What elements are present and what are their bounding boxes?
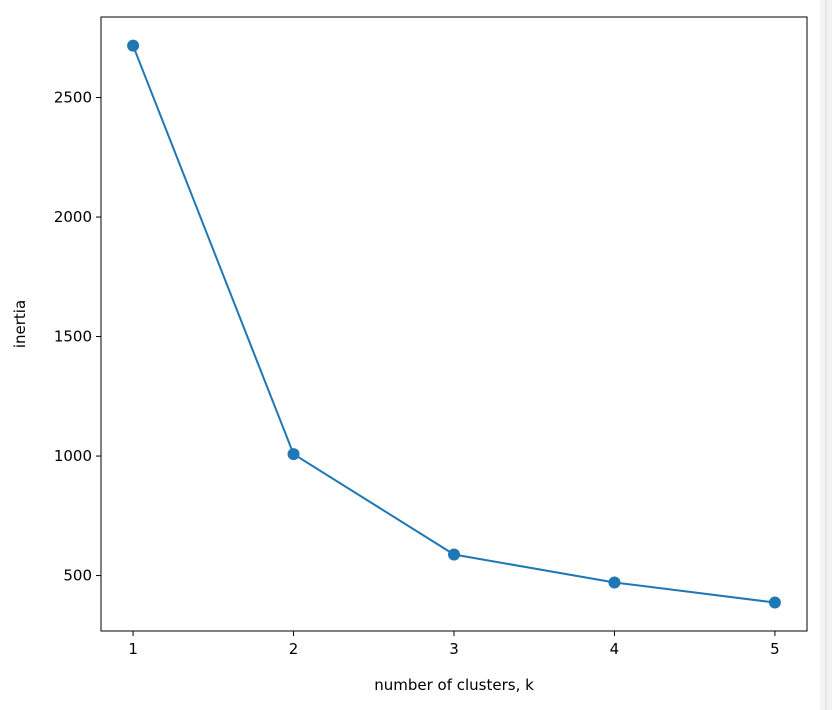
point bbox=[127, 39, 140, 52]
y-tick-label: 1000 bbox=[54, 447, 92, 465]
y-tick-label: 2500 bbox=[54, 89, 92, 107]
x-tick-label: 1 bbox=[128, 640, 138, 658]
x-tick-label: 3 bbox=[449, 640, 459, 658]
y-tick-label: 1500 bbox=[54, 328, 92, 346]
y-tick-label: 2000 bbox=[54, 208, 92, 226]
x-tick-label: 2 bbox=[289, 640, 299, 658]
point bbox=[448, 548, 460, 561]
x-tick-label: 5 bbox=[770, 640, 780, 658]
line bbox=[132, 45, 776, 604]
y-tick-label: 500 bbox=[63, 567, 92, 585]
point bbox=[768, 596, 781, 609]
x-tick-label: 4 bbox=[610, 640, 620, 658]
point bbox=[287, 448, 300, 461]
point bbox=[608, 576, 621, 589]
x-axis-label: number of clusters, k bbox=[374, 676, 534, 694]
plot-frame bbox=[100, 16, 808, 632]
y-axis-label: inertia bbox=[11, 300, 29, 348]
